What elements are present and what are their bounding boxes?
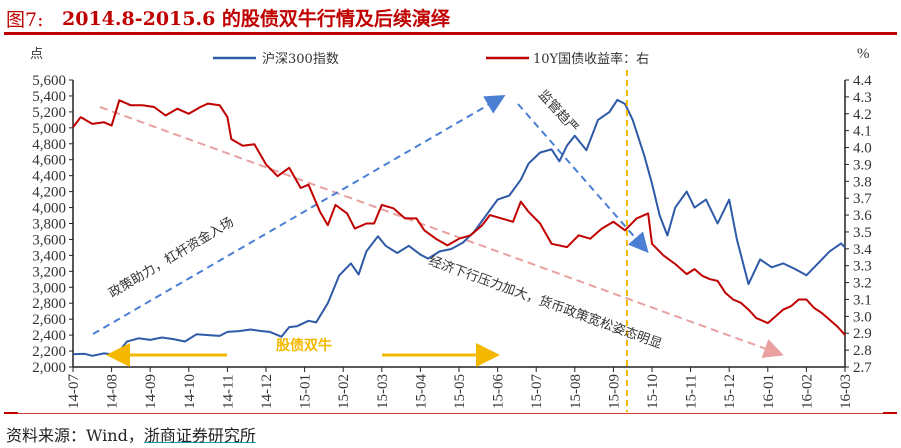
left-y-tick-label: 2,400 [32,328,66,344]
x-tick-label: 16-03 [838,374,854,409]
right-y-tick-label: 3.3 [853,259,872,275]
bottom-divider [4,413,897,414]
right-y-tick-label: 3.4 [853,242,872,258]
x-tick-label: 15-06 [491,374,507,409]
source-link[interactable]: 浙商证券研究所 [143,426,256,445]
x-tick-label: 15-11 [684,375,700,409]
trend-line-economy [99,106,784,358]
left-y-tick-label: 2,600 [32,312,66,328]
annotation-economy: 经济下行压力加大，货币政策宽松姿态明显 [427,253,665,353]
right-y-tick-label: 4.4 [853,73,872,89]
figure-number: 图7: [6,9,44,31]
series-line-yield [72,99,846,336]
x-tick-label: 14-08 [105,374,121,409]
left-y-tick-label: 3,800 [32,217,66,233]
trend-line-regulation [517,103,649,254]
x-tick-label: 15-03 [375,374,391,409]
left-y-tick-label: 5,600 [32,73,66,89]
x-tick-label: 15-08 [568,374,584,409]
right-y-tick-label: 3.1 [853,292,872,308]
right-y-tick-label: 4.2 [853,107,872,123]
x-tick-label: 15-07 [529,374,545,409]
left-y-tick-label: 4,800 [32,137,66,153]
right-axis-unit: % [857,46,870,62]
right-y-tick-label: 4.0 [853,141,872,157]
legend-label-yield: 10Y国债收益率：右 [533,51,649,67]
left-y-tick-label: 4,400 [32,169,66,185]
left-y-tick-label: 3,600 [32,232,66,248]
left-axis-unit: 点 [30,47,43,62]
x-tick-label: 15-09 [606,374,622,409]
left-y-tick-label: 3,000 [32,280,66,296]
x-tick-label: 15-01 [298,374,314,409]
x-tick-label: 15-02 [336,374,352,409]
double-bull-label: 股债双牛 [276,337,332,354]
x-tick-label: 15-04 [413,374,429,409]
left-y-tick-label: 4,000 [32,201,66,217]
right-y-tick-label: 2.7 [853,360,872,376]
left-y-tick-label: 5,400 [32,89,66,105]
figure-title-bar: 图7: 2014.8-2015.6 的股债双牛行情及后续演绎 [0,0,901,35]
left-y-tick-label: 4,600 [32,153,66,169]
left-y-tick-label: 2,200 [32,344,66,360]
left-y-tick-label: 2,800 [32,296,66,312]
chart-area: 2,0002,2002,4002,6002,8003,0003,2003,400… [30,46,872,412]
source-label: 资料来源：Wind， [6,426,144,445]
x-tick-label: 14-11 [220,375,236,409]
right-y-tick-label: 3.9 [853,157,872,173]
left-y-tick-label: 5,000 [32,121,66,137]
bottom-divider-accent-left [4,412,18,414]
legend-label-index: 沪深300指数 [262,51,339,67]
left-y-tick-label: 3,400 [32,248,66,264]
trend-line-policy [92,94,506,335]
left-y-tick-label: 2,000 [32,360,66,376]
x-tick-label: 15-12 [722,374,738,409]
series-line-index [72,98,846,357]
x-tick-label: 14-07 [66,374,82,409]
right-y-tick-label: 3.6 [853,208,872,224]
x-tick-label: 14-09 [143,374,159,409]
right-y-tick-label: 3.0 [853,309,872,325]
figure-title: 2014.8-2015.6 的股债双牛行情及后续演绎 [62,8,450,30]
annotation-regulation: 监管趋严 [535,88,581,137]
x-tick-label: 15-05 [452,374,468,409]
left-y-tick-label: 3,200 [32,264,66,280]
right-y-tick-label: 3.8 [853,174,872,190]
left-y-tick-label: 5,200 [32,105,66,121]
source-note: 资料来源：Wind，浙商证券研究所 [6,422,256,446]
bottom-divider-accent-right [883,412,897,414]
x-tick-label: 14-12 [259,374,275,409]
right-y-tick-label: 3.5 [853,225,872,241]
left-y-tick-label: 4,200 [32,185,66,201]
right-y-tick-label: 4.3 [853,90,872,106]
right-y-tick-label: 2.9 [853,326,872,342]
right-y-tick-label: 4.1 [853,124,872,140]
right-y-tick-label: 3.7 [853,191,872,207]
x-tick-label: 16-02 [799,374,815,409]
title-divider [4,32,897,35]
x-tick-label: 15-10 [645,374,661,409]
right-y-tick-label: 2.8 [853,343,872,359]
right-y-tick-label: 3.2 [853,276,872,292]
x-tick-label: 14-10 [182,374,198,409]
x-tick-label: 16-01 [761,374,777,409]
